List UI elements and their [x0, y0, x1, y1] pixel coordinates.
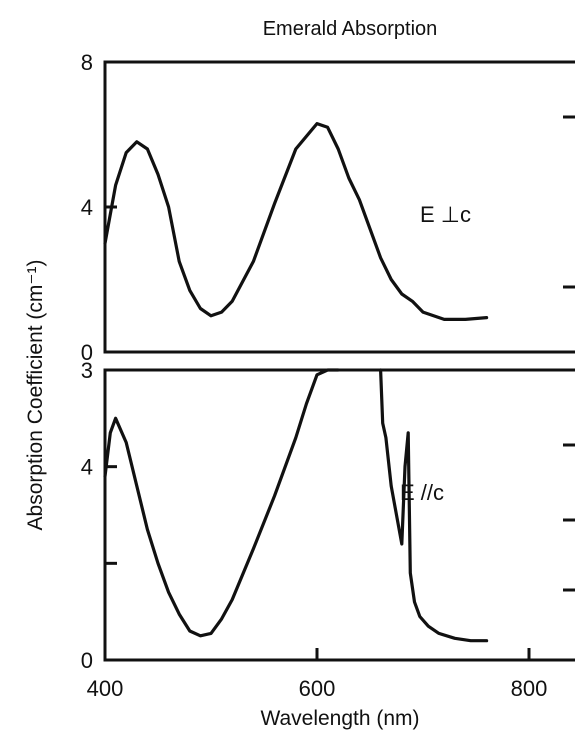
bottom-y-tick-label: 3 [81, 358, 93, 383]
top-absorption-curve-0 [103, 122, 489, 321]
top-panel-frame [103, 60, 575, 354]
top-panel-ticks: 0 4 8 [81, 50, 117, 365]
bottom-panel-frame [103, 368, 575, 662]
annotation-e-perp-c: E ⊥c [420, 202, 471, 227]
right-edge-ticks [563, 115, 575, 592]
x-tick-label: 400 [87, 676, 124, 701]
bottom-panel-ticks: 0 4 3 400 600 800 [81, 358, 548, 701]
top-y-tick-label: 4 [81, 195, 93, 220]
annotation-e-parallel-c: E //c [400, 480, 444, 505]
x-tick-label: 800 [511, 676, 548, 701]
x-tick-label: 600 [299, 676, 336, 701]
bottom-y-tick-label: 0 [81, 648, 93, 673]
y-axis-title: Absorption Coefficient (cm⁻¹) [24, 260, 47, 531]
top-y-tick-label: 8 [81, 50, 93, 75]
bottom-absorption-curve-0 [103, 368, 340, 638]
top-y-tick-label: 0 [81, 340, 93, 365]
bottom-y-tick-label: 4 [81, 455, 93, 480]
x-axis-title: Wavelength (nm) [260, 707, 419, 730]
chart-title: Emerald Absorption [263, 18, 438, 40]
curve-layer [103, 122, 489, 643]
bottom-absorption-curve-1 [379, 368, 489, 643]
